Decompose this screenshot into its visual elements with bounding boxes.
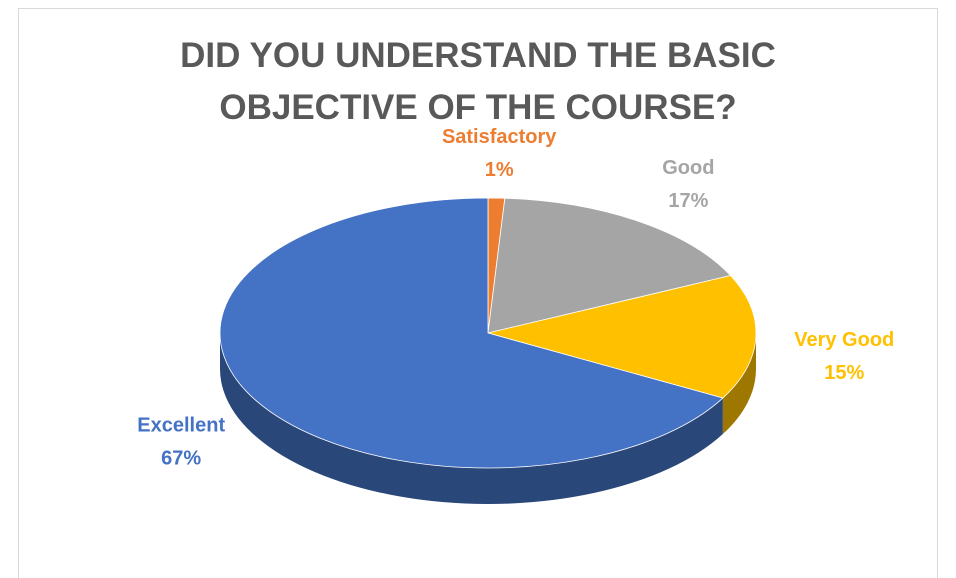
data-label-value: 17%	[668, 190, 708, 212]
data-label-value: 1%	[485, 159, 514, 181]
slice	[487, 275, 757, 399]
slice	[219, 197, 724, 469]
chart-border	[18, 8, 938, 578]
slice-side	[722, 333, 756, 435]
data-label-name: Satisfactory	[442, 126, 557, 148]
slice-side	[220, 333, 723, 504]
data-label-name: Excellent	[137, 415, 225, 437]
data-label-value: 15%	[824, 362, 864, 384]
data-label-name: Good	[662, 157, 714, 179]
data-label-value: 67%	[161, 448, 201, 470]
chart-title: DID YOU UNDERSTAND THE BASIC OBJECTIVE O…	[180, 36, 776, 127]
data-label-name: Very Good	[794, 329, 894, 351]
slice	[487, 197, 732, 334]
